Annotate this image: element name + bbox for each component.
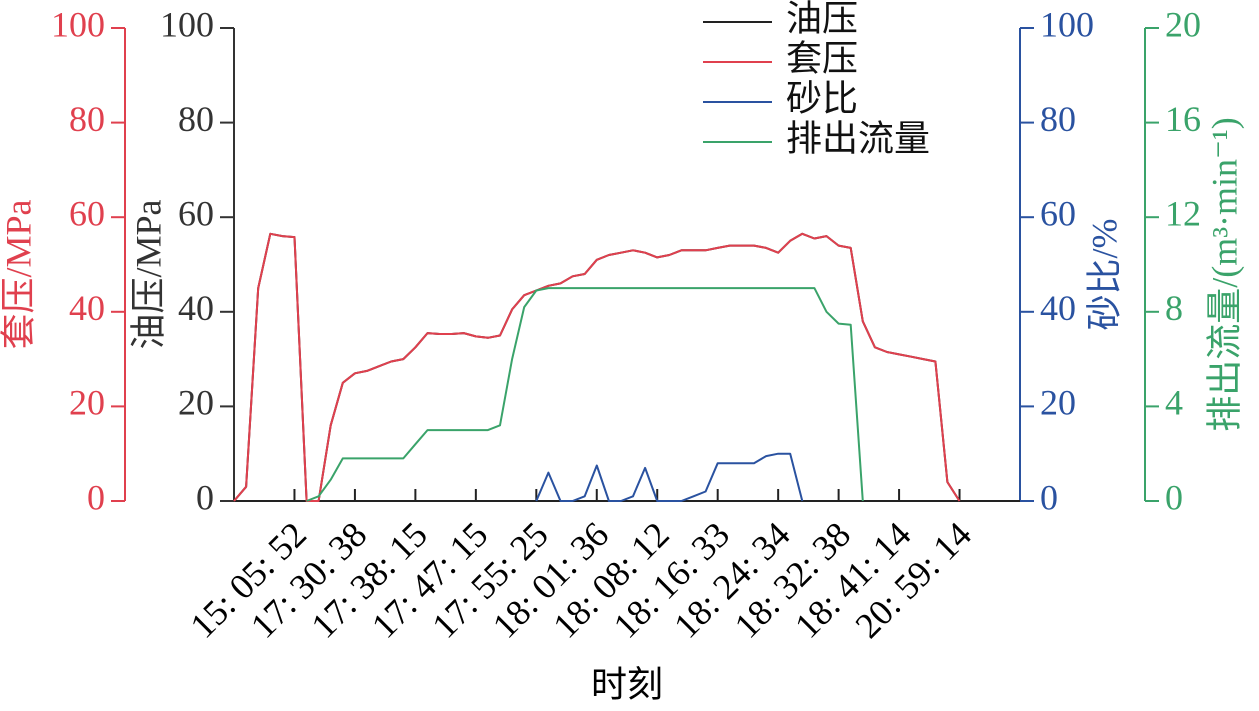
y-tick-label: 80	[1040, 99, 1076, 139]
y-tick-label: 0	[1165, 477, 1183, 517]
y-tick-label: 12	[1165, 193, 1201, 233]
y-axis-title: 套压/MPa	[0, 199, 38, 349]
series-line	[306, 287, 864, 502]
y-tick-label: 20	[69, 383, 105, 423]
y-tick-label: 60	[69, 193, 105, 233]
y-tick-label: 100	[51, 4, 105, 44]
y-tick-label: 40	[1040, 288, 1076, 328]
legend-label: 套压	[786, 38, 858, 78]
y-tick-label: 60	[178, 193, 214, 233]
y-tick-label: 8	[1165, 288, 1183, 328]
y-axis-title: 排出流量/(m³·min⁻¹)	[1204, 117, 1244, 432]
y-axis-title: 油压/MPa	[128, 199, 168, 349]
y-tick-label: 80	[69, 99, 105, 139]
x-axis-title: 时刻	[591, 664, 663, 704]
y-tick-label: 16	[1165, 99, 1201, 139]
y-tick-label: 80	[178, 99, 214, 139]
y-tick-label: 20	[178, 383, 214, 423]
y-tick-label: 20	[1040, 383, 1076, 423]
legend-label: 排出流量	[786, 118, 930, 158]
y-tick-label: 40	[178, 288, 214, 328]
series-line	[233, 232, 961, 502]
series-line	[233, 232, 961, 502]
y-tick-label: 60	[1040, 193, 1076, 233]
legend-label: 油压	[786, 0, 858, 38]
y-tick-label: 100	[160, 4, 214, 44]
y-tick-label: 4	[1165, 383, 1183, 423]
y-tick-label: 40	[69, 288, 105, 328]
y-tick-label: 100	[1040, 4, 1094, 44]
y-tick-label: 0	[1040, 477, 1058, 517]
y-tick-label: 0	[87, 477, 105, 517]
legend-label: 砂比	[786, 78, 858, 118]
y-axis-title: 砂比/%	[1084, 219, 1124, 331]
series-line	[535, 452, 804, 502]
y-tick-label: 20	[1165, 4, 1201, 44]
y-tick-label: 0	[196, 477, 214, 517]
